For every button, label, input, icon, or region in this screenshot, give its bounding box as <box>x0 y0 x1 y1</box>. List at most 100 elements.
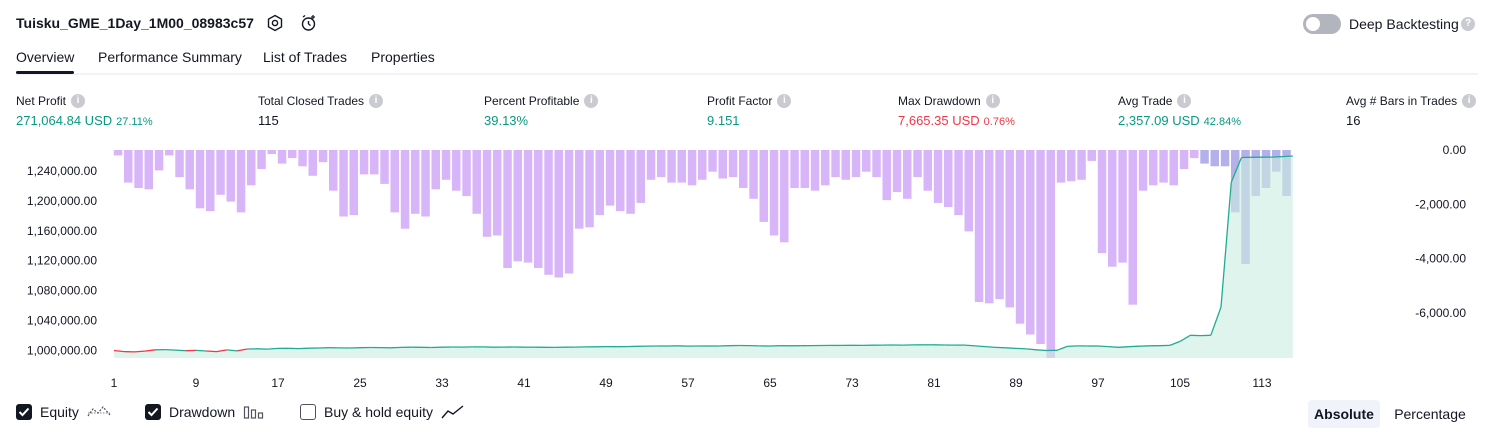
drawdown-bar <box>708 150 717 172</box>
x-axis-tick-label: 49 <box>599 376 613 390</box>
drawdown-bar <box>134 150 143 188</box>
drawdown-bar <box>185 150 194 190</box>
info-icon[interactable]: i <box>71 94 86 108</box>
legend-equity[interactable]: Equity <box>16 404 111 420</box>
drawdown-bar <box>339 150 348 217</box>
drawdown-bar <box>800 150 809 188</box>
tabs-divider <box>16 73 1478 75</box>
drawdown-bar <box>821 150 830 186</box>
drawdown-bar <box>411 150 420 214</box>
equity-line-segment <box>974 345 986 348</box>
deep-backtesting-label: Deep Backtesting <box>1349 16 1459 32</box>
info-icon[interactable]: i <box>1462 94 1477 108</box>
x-axis-tick-label: 41 <box>517 376 531 390</box>
left-axis-tick-label: 1,160,000.00 <box>27 224 97 238</box>
drawdown-bar <box>206 150 215 212</box>
drawdown-bar <box>329 150 338 191</box>
equity-line-segment <box>985 345 996 349</box>
equity-line-segment <box>1230 157 1243 183</box>
active-tab-indicator <box>16 71 74 74</box>
drawdown-bar <box>667 150 676 183</box>
x-axis-tick-label: 17 <box>271 376 285 390</box>
settings-gear-icon[interactable] <box>266 14 284 32</box>
equity-line-segment <box>1169 340 1181 347</box>
left-axis-tick-label: 1,200,000.00 <box>27 194 97 208</box>
equity-line-segment <box>1220 182 1232 308</box>
info-icon[interactable]: i <box>584 94 599 108</box>
equity-line-segment <box>1282 155 1293 158</box>
x-axis-tick-label: 73 <box>845 376 859 390</box>
stat-avg-trade-label: Avg Trade i <box>1118 94 1192 108</box>
strategy-title: Tuisku_GME_1Day_1M00_08983c57 <box>16 15 254 31</box>
drawdown-bar <box>677 150 686 183</box>
buy-hold-checkbox[interactable] <box>300 404 316 420</box>
equity-line-icon <box>87 406 111 417</box>
drawdown-bar <box>646 150 656 180</box>
drawdown-bar <box>236 150 246 213</box>
percentage-mode-button[interactable]: Percentage <box>1394 406 1466 422</box>
drawdown-bar <box>1056 150 1066 183</box>
drawdown-bar <box>1159 150 1168 183</box>
drawdown-bars-icon <box>244 406 264 419</box>
drawdown-bar <box>441 150 451 180</box>
equity-line <box>113 155 1293 353</box>
drawdown-bar <box>780 150 789 243</box>
absolute-mode-button[interactable]: Absolute <box>1308 400 1380 428</box>
legend-buy-hold[interactable]: Buy & hold equity <box>300 404 465 420</box>
x-axis-tick-label: 9 <box>193 376 200 390</box>
drawdown-bar <box>257 150 266 169</box>
drawdown-bar <box>534 150 543 268</box>
equity-drawdown-chart: 1,240,000.00 1,200,000.00 1,160,000.00 1,12… <box>27 143 1466 390</box>
drawdown-bar <box>154 150 164 171</box>
x-axis-tick-label: 33 <box>435 376 449 390</box>
drawdown-bar <box>882 150 891 201</box>
tab-list-of-trades[interactable]: List of Trades <box>263 49 348 65</box>
info-icon[interactable]: i <box>369 94 384 108</box>
left-axis-tick-label: 1,120,000.00 <box>27 254 97 268</box>
left-axis-tick-label: 1,000,000.00 <box>27 344 97 358</box>
check-icon <box>18 407 30 417</box>
drawdown-bar <box>554 150 563 278</box>
drawdown-bar <box>595 150 604 216</box>
drawdown-bar <box>431 150 440 190</box>
stat-label-text: Max Drawdown <box>898 94 981 108</box>
drawdown-bar <box>513 150 522 262</box>
equity-checkbox[interactable] <box>16 404 32 420</box>
add-alert-icon[interactable] <box>300 14 318 32</box>
equity-line-segment <box>964 344 976 347</box>
drawdown-checkbox[interactable] <box>145 404 161 420</box>
equity-line-segment <box>1272 155 1283 158</box>
tab-properties[interactable]: Properties <box>371 49 435 65</box>
drawdown-bar <box>318 150 328 163</box>
info-icon[interactable]: i <box>985 94 1000 108</box>
stat-value-text: 271,064.84 USD <box>16 113 113 128</box>
stat-label-text: Total Closed Trades <box>258 94 365 108</box>
drawdown-bar <box>288 150 297 159</box>
deep-backtesting-help-icon[interactable]: ? <box>1461 17 1475 31</box>
equity-line-segment <box>144 349 156 352</box>
drawdown-bar <box>523 150 533 263</box>
right-axis-tick-label: -2,000.00 <box>1415 197 1466 211</box>
equity-line-segment <box>1036 349 1047 352</box>
drawdown-bar <box>1046 150 1055 358</box>
drawdown-bar <box>933 150 943 203</box>
tab-overview[interactable]: Overview <box>16 49 75 65</box>
drawdown-bar <box>175 150 184 178</box>
right-axis-labels: 0.00 -2,000.00 -4,000.00 -6,000.00 <box>1415 143 1466 320</box>
deep-backtesting-toggle[interactable] <box>1303 14 1341 34</box>
drawdown-bar <box>370 150 379 175</box>
drawdown-bar <box>657 150 666 178</box>
equity-line-segment <box>1128 345 1140 348</box>
info-icon[interactable]: i <box>1177 94 1192 108</box>
left-axis-tick-label: 1,080,000.00 <box>27 284 97 298</box>
drawdown-bar <box>493 150 502 236</box>
info-icon[interactable]: i <box>777 94 792 108</box>
stat-label-text: Net Profit <box>16 94 67 108</box>
tab-performance-summary[interactable]: Performance Summary <box>98 49 242 65</box>
drawdown-bar <box>482 150 492 237</box>
legend-drawdown[interactable]: Drawdown <box>145 404 265 420</box>
stat-net-profit-value: 271,064.84 USD 27.11% <box>16 113 153 128</box>
drawdown-bar <box>1210 150 1219 167</box>
drawdown-bar <box>903 150 912 199</box>
drawdown-bar <box>1087 150 1096 161</box>
